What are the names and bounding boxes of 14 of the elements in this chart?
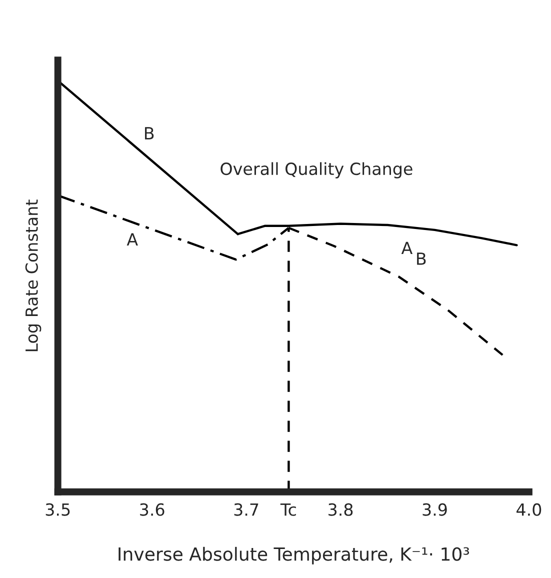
x-tick-label: 4.0 [516,503,542,516]
annotation: B [417,252,426,265]
x-tick-label: 3.7 [234,503,258,516]
y-axis-title: Log Rate Constant [25,200,42,352]
x-axis-title: Inverse Absolute Temperature, K⁻¹· 10³ [118,546,470,564]
annotation: Overall Quality Change [220,162,412,178]
annotation: A [401,242,413,254]
x-tick-label: 3.6 [140,503,164,516]
annotation: B [145,127,154,140]
x-tick-label: 3.8 [328,503,353,516]
x-tick-label: Tc [280,504,296,516]
annotation: A [126,233,138,246]
x-tick-label: 3.5 [46,503,70,516]
x-tick-label: 3.9 [422,503,447,516]
